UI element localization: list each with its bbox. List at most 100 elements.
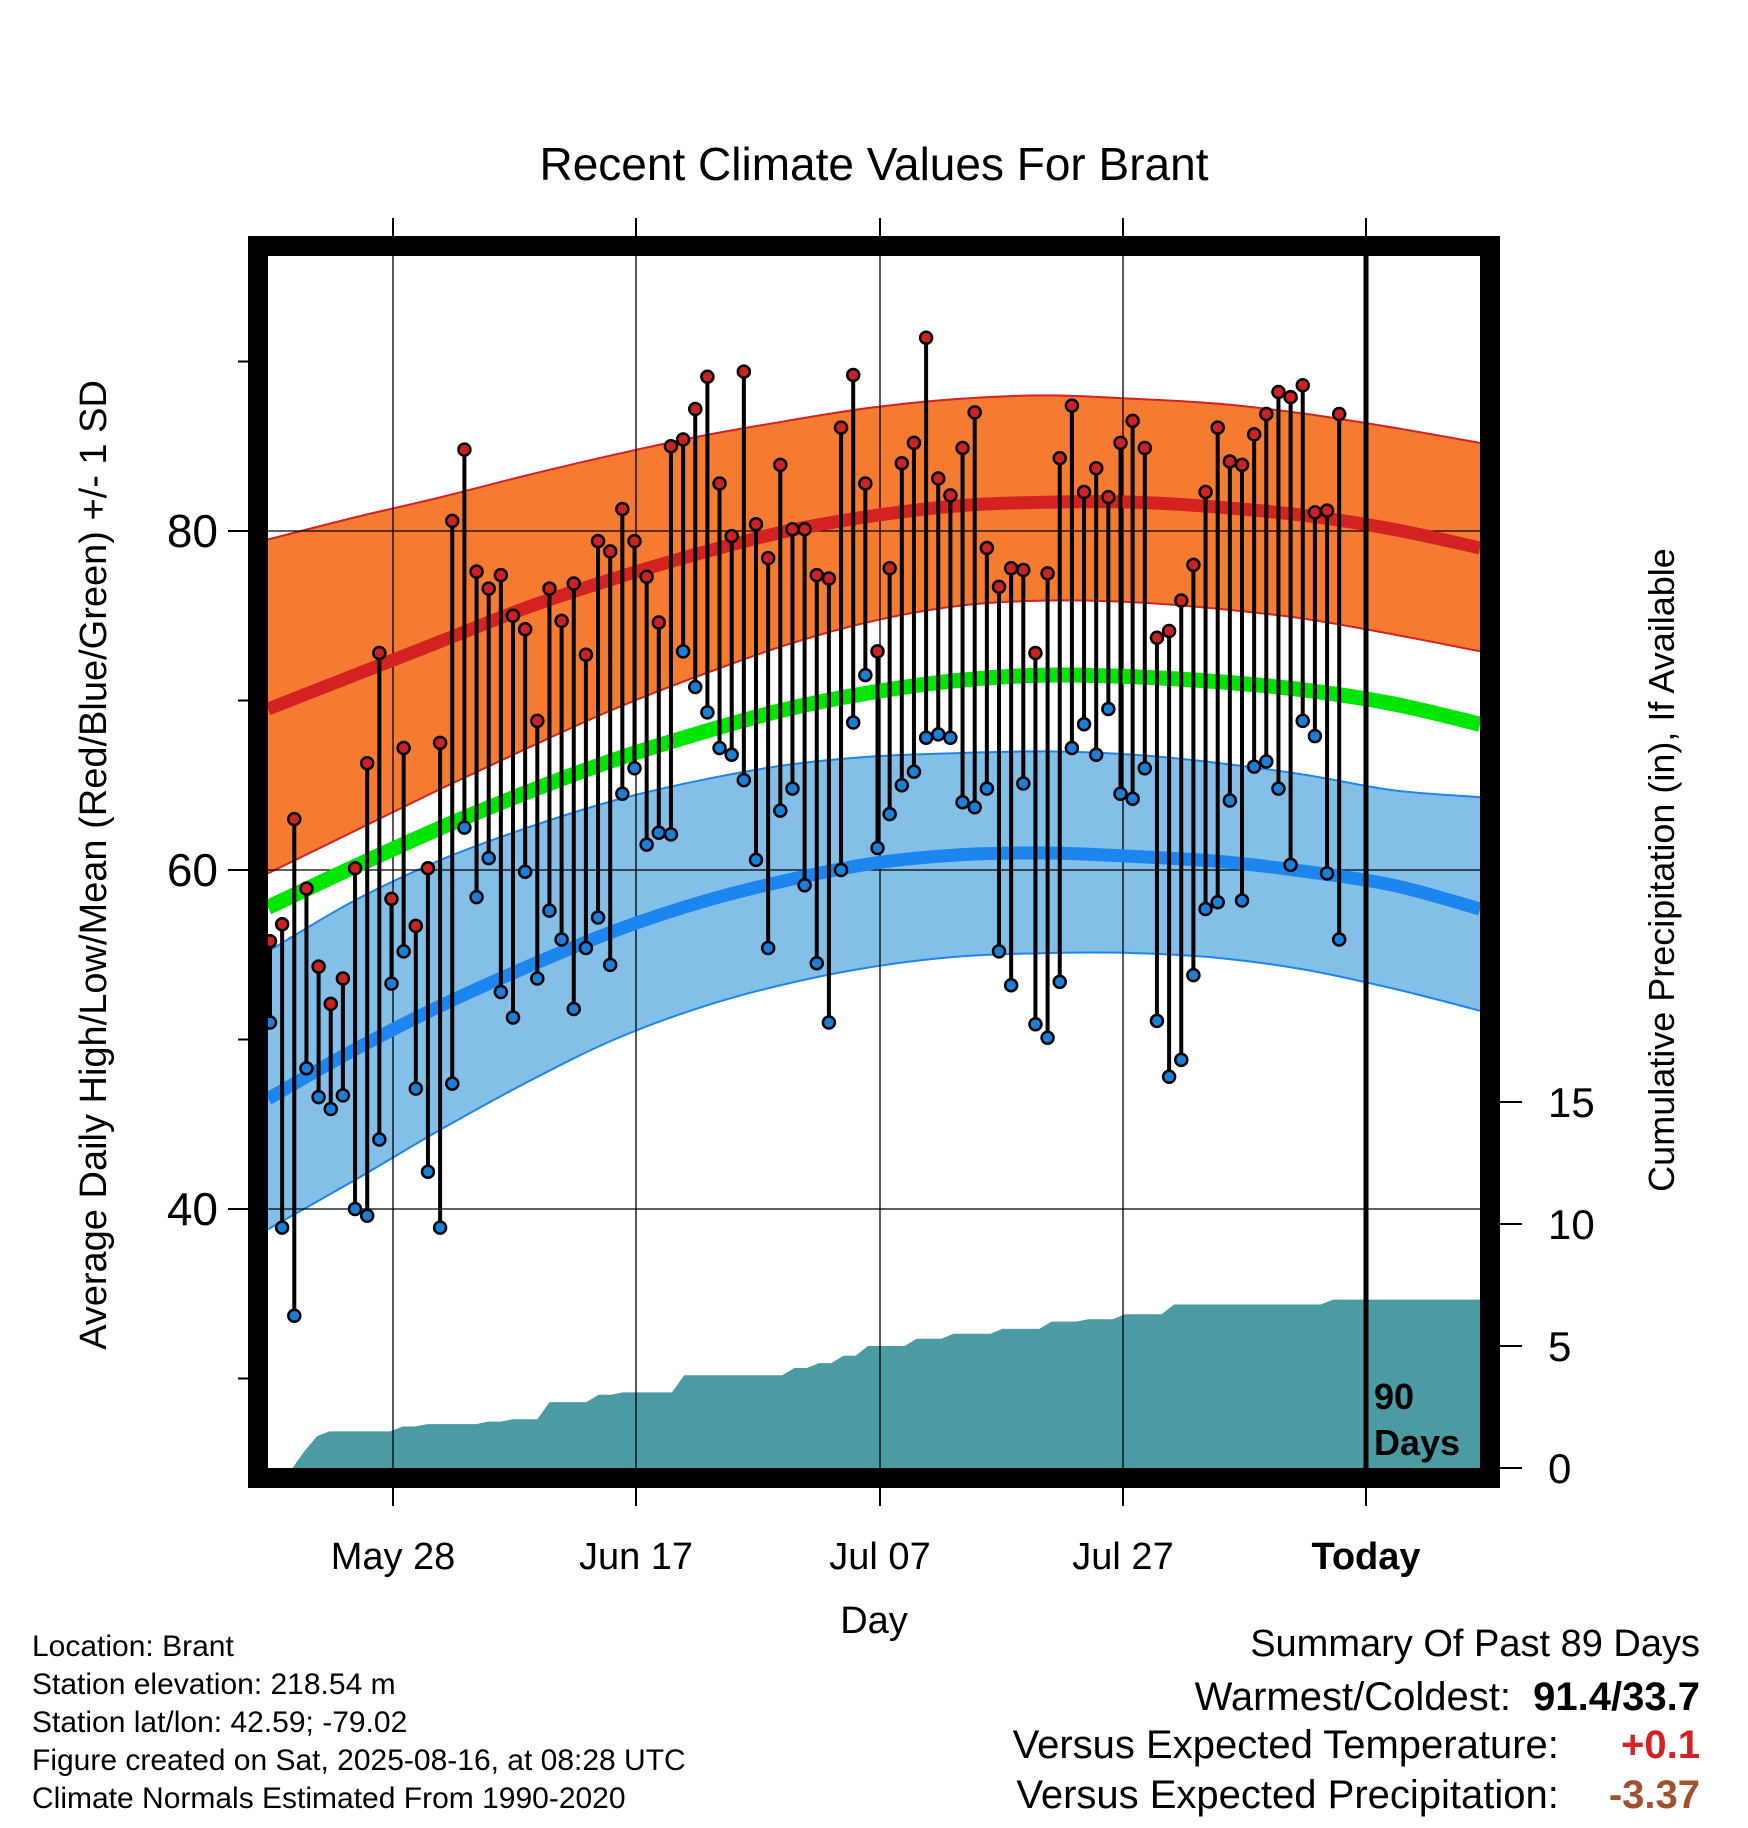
daily-high-point: [530, 713, 545, 729]
daily-low-point: [1246, 759, 1262, 774]
daily-low-point: [1101, 701, 1116, 717]
summary-warmest-coldest: Warmest/Coldest: 91.4/33.7: [1195, 1675, 1700, 1720]
low-lower-edge: [267, 951, 1481, 1231]
daily-low-point: [1234, 893, 1250, 908]
daily-low-point: [493, 984, 509, 1000]
daily-low-point: [408, 1081, 424, 1096]
daily-high-point: [469, 564, 484, 579]
daily-high-point: [590, 533, 606, 549]
daily-low-point: [323, 1101, 338, 1117]
chart-title: Recent Climate Values For Brant: [540, 138, 1209, 190]
daily-high-point: [894, 455, 910, 471]
daily-high-point: [967, 405, 982, 420]
daily-low-point: [1174, 1052, 1189, 1068]
daily-high-point: [1076, 484, 1092, 500]
daily-low-point: [809, 955, 824, 971]
daily-low-point: [627, 761, 642, 776]
daily-low-point: [566, 1001, 581, 1017]
daily-low-point: [1088, 747, 1104, 762]
daily-low-point: [530, 971, 545, 986]
mean-normal-line: [264, 667, 1482, 915]
daily-low-point: [396, 944, 411, 959]
latlon-text: Station lat/lon: 42.59; -79.02: [32, 1706, 408, 1739]
precip-anomaly-label: Versus Expected Precipitation:: [1016, 1773, 1559, 1817]
daily-low-point: [384, 976, 399, 991]
daily-high-point: [991, 579, 1007, 595]
daily-high-point: [1234, 457, 1250, 473]
daily-low-point: [967, 800, 982, 815]
daily-high-point: [736, 364, 752, 379]
daily-high-point: [943, 488, 958, 503]
normals-text: Climate Normals Estimated From 1990-2020: [32, 1782, 626, 1815]
daily-high-point: [578, 647, 594, 662]
daily-high-point: [955, 440, 970, 456]
today-marker-label: 90: [1374, 1376, 1414, 1417]
y2-tick-label: 10: [1548, 1201, 1595, 1248]
daily-low-point: [1210, 894, 1225, 910]
summary-temperature: Versus Expected Temperature: +0.1: [1013, 1723, 1700, 1768]
daily-low-point: [1331, 932, 1347, 947]
daily-low-point: [1307, 728, 1323, 744]
daily-high-point: [1283, 389, 1298, 405]
daily-high-point: [773, 457, 788, 473]
daily-low-point: [1222, 793, 1238, 808]
daily-high-point: [493, 567, 509, 583]
daily-high-point: [675, 432, 691, 447]
daily-low-point: [1161, 1069, 1177, 1085]
daily-low-point: [1271, 781, 1286, 796]
y-tick-label: 80: [167, 505, 218, 557]
daily-high-point: [347, 861, 363, 876]
x-tick-label: Jul 07: [829, 1536, 930, 1578]
high-sd-band: [268, 395, 1480, 874]
daily-low-point: [590, 910, 606, 925]
daily-low-point: [481, 850, 496, 866]
daily-high-point: [311, 959, 326, 974]
precip-anomaly-value: -3.37: [1608, 1773, 1700, 1817]
daily-high-point: [1040, 566, 1055, 581]
daily-low-point: [918, 730, 934, 746]
daily-low-point: [712, 740, 727, 756]
y2-tick-label: 5: [1548, 1323, 1571, 1370]
daily-high-point: [1052, 450, 1067, 466]
warmest-coldest-value: 91.4/33.7: [1533, 1675, 1700, 1719]
daily-high-point: [432, 735, 448, 751]
high-upper-edge: [267, 394, 1481, 541]
y-tick-label: 60: [167, 844, 218, 896]
daily-low-point: [1003, 978, 1019, 993]
daily-low-point: [445, 1076, 460, 1091]
daily-low-point: [858, 667, 873, 683]
daily-low-point: [833, 862, 849, 878]
daily-high-point: [554, 613, 569, 629]
daily-high-point: [1113, 435, 1128, 451]
daily-high-point: [870, 644, 885, 659]
daily-high-point: [420, 861, 436, 876]
daily-high-point: [1319, 503, 1335, 518]
daily-low-point: [736, 772, 752, 788]
daily-low-point: [1295, 713, 1310, 729]
daily-high-point: [906, 435, 922, 451]
daily-high-point: [918, 330, 934, 346]
daily-high-point: [1271, 384, 1286, 400]
daily-high-point: [882, 561, 897, 576]
daily-high-point: [396, 740, 411, 756]
daily-low-point: [372, 1132, 387, 1147]
daily-low-point: [882, 806, 897, 822]
daily-low-point: [979, 781, 995, 796]
daily-low-point: [724, 747, 739, 762]
daily-high-point: [408, 918, 424, 934]
daily-low-point: [359, 1208, 375, 1224]
daily-high-point: [979, 540, 995, 556]
warmest-coldest-label: Warmest/Coldest:: [1194, 1675, 1511, 1719]
station-info: Location: Brant Station elevation: 218.5…: [32, 1628, 686, 1818]
daily-high-point: [457, 442, 472, 457]
daily-high-point: [517, 622, 533, 637]
daily-high-point: [602, 544, 618, 559]
y2-axis-title: Cumulative Precipitation (in), If Availa…: [1641, 548, 1682, 1192]
daily-low-point: [1028, 1016, 1043, 1032]
daily-high-point: [821, 571, 837, 586]
today-marker-label: Days: [1374, 1422, 1460, 1463]
daily-low-point: [1198, 901, 1213, 917]
daily-high-point: [445, 513, 460, 529]
daily-low-point: [554, 932, 569, 947]
daily-low-point: [773, 803, 788, 818]
